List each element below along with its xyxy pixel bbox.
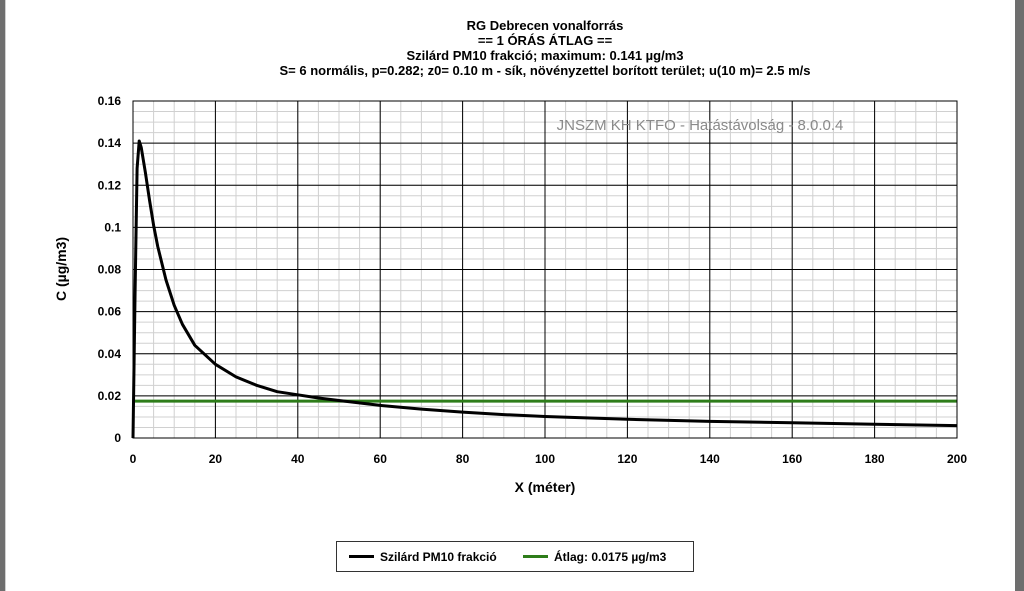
legend-swatch-series-2 xyxy=(523,555,548,559)
y-tick-label: 0.02 xyxy=(98,389,122,403)
watermark-text: JNSZM KH KTFO - Hatástávolság - 8.0.0.4 xyxy=(557,117,844,134)
y-tick-label: 0.16 xyxy=(98,94,122,108)
legend-label-series-2: Átlag: 0.0175 µg/m3 xyxy=(554,550,667,564)
y-tick-label: 0.1 xyxy=(104,220,121,234)
x-tick-label: 20 xyxy=(209,452,223,466)
window-frame-right xyxy=(1015,0,1024,591)
y-tick-label: 0 xyxy=(114,431,121,445)
chart-subtitle-3: S= 6 normális, p=0.282; z0= 0.10 m - sík… xyxy=(279,63,811,78)
y-axis-ticks: 0 0.02 0.04 0.06 0.08 0.1 0.12 0.14 0.16 xyxy=(98,94,122,445)
window-frame-divider xyxy=(5,0,6,591)
series-line-pm10 xyxy=(131,139,958,439)
x-tick-label: 80 xyxy=(456,452,470,466)
legend-item-series-2: Átlag: 0.0175 µg/m3 xyxy=(523,550,666,564)
chart-title: RG Debrecen vonalforrás xyxy=(466,18,624,33)
chart-legend: Szilárd PM10 frakció Átlag: 0.0175 µg/m3 xyxy=(336,541,694,572)
chart-subtitle-1: == 1 ÓRÁS ÁTLAG == xyxy=(477,33,613,48)
window-frame-left xyxy=(0,0,5,591)
y-tick-label: 0.06 xyxy=(98,305,122,319)
x-tick-label: 200 xyxy=(947,452,967,466)
x-axis-label: X (méter) xyxy=(515,479,576,495)
y-axis-label: C (µg/m3) xyxy=(53,237,69,301)
chart-subtitle-2: Szilárd PM10 frakció; maximum: 0.141 µg/… xyxy=(406,48,684,63)
x-tick-label: 160 xyxy=(782,452,802,466)
y-tick-label: 0.14 xyxy=(98,136,122,150)
series-layer xyxy=(131,139,958,439)
legend-item-series-1: Szilárd PM10 frakció xyxy=(349,550,497,564)
y-tick-label: 0.12 xyxy=(98,178,122,192)
legend-swatch-series-1 xyxy=(349,555,374,559)
x-tick-label: 100 xyxy=(535,452,555,466)
y-tick-label: 0.08 xyxy=(98,263,122,277)
x-axis-ticks: 0 20 40 60 80 100 120 140 160 180 200 xyxy=(130,452,968,466)
plot-border xyxy=(132,100,958,439)
x-tick-label: 0 xyxy=(130,452,137,466)
x-tick-label: 180 xyxy=(865,452,885,466)
legend-label-series-1: Szilárd PM10 frakció xyxy=(380,550,497,564)
x-tick-label: 140 xyxy=(700,452,720,466)
y-tick-label: 0.04 xyxy=(98,347,122,361)
chart-titles: RG Debrecen vonalforrás == 1 ÓRÁS ÁTLAG … xyxy=(0,18,1024,78)
x-tick-label: 60 xyxy=(374,452,388,466)
x-tick-label: 40 xyxy=(291,452,305,466)
x-tick-label: 120 xyxy=(617,452,637,466)
